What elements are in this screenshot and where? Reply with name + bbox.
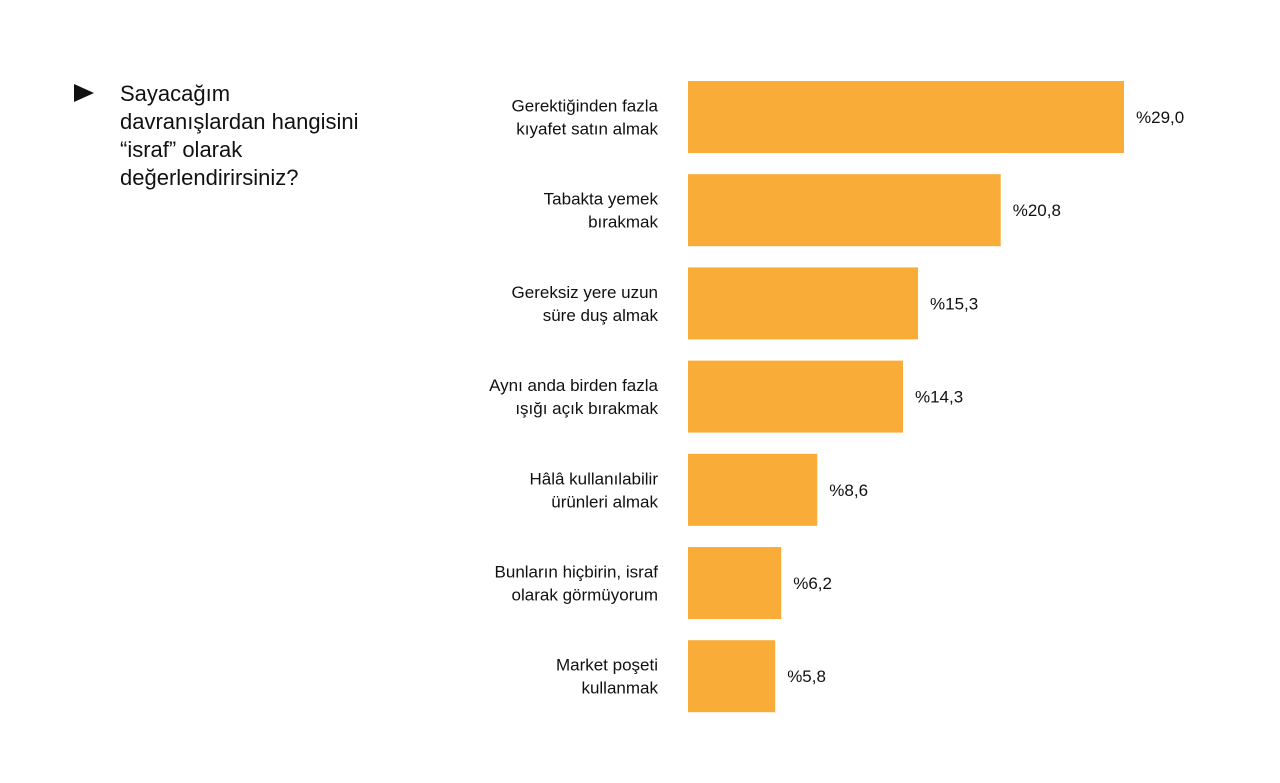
value-label-5: %8,6 (829, 481, 868, 500)
category-label-1: Gerektiğinden fazla kıyafet satın almak (512, 97, 659, 139)
category-label-7: Market poşeti kullanmak (556, 656, 659, 698)
bar-6 (688, 547, 782, 619)
category-label-5: Hâlâ kullanılabilir ürünleri almak (529, 469, 658, 511)
play-arrow-icon (74, 84, 94, 102)
bar-5 (688, 453, 818, 526)
value-label-3: %15,3 (930, 294, 978, 313)
category-label-2: Tabakta yemek bırakmak (544, 190, 659, 232)
value-label-4: %14,3 (915, 388, 963, 407)
bar-7 (688, 640, 776, 713)
bar-4 (688, 360, 903, 433)
category-label-6: Bunların hiçbirin, israf olarak görmüyoru… (495, 563, 659, 605)
bar-1 (688, 81, 1124, 153)
value-label-2: %20,8 (1013, 201, 1061, 220)
question-text: Sayacağım davranışlardan hangisini “isra… (120, 81, 359, 190)
category-label-4: Aynı anda birden fazla ışığı açık bırakma… (489, 376, 658, 418)
question-block: Sayacağım davranışlardan hangisini “isra… (74, 80, 374, 192)
value-label-6: %6,2 (793, 574, 832, 593)
bar-3 (688, 267, 919, 340)
value-label-1: %29,0 (1136, 108, 1184, 127)
bar-2 (688, 174, 1001, 247)
category-label-3: Gereksiz yere uzun süre duş almak (512, 283, 659, 325)
value-label-7: %5,8 (787, 667, 826, 686)
